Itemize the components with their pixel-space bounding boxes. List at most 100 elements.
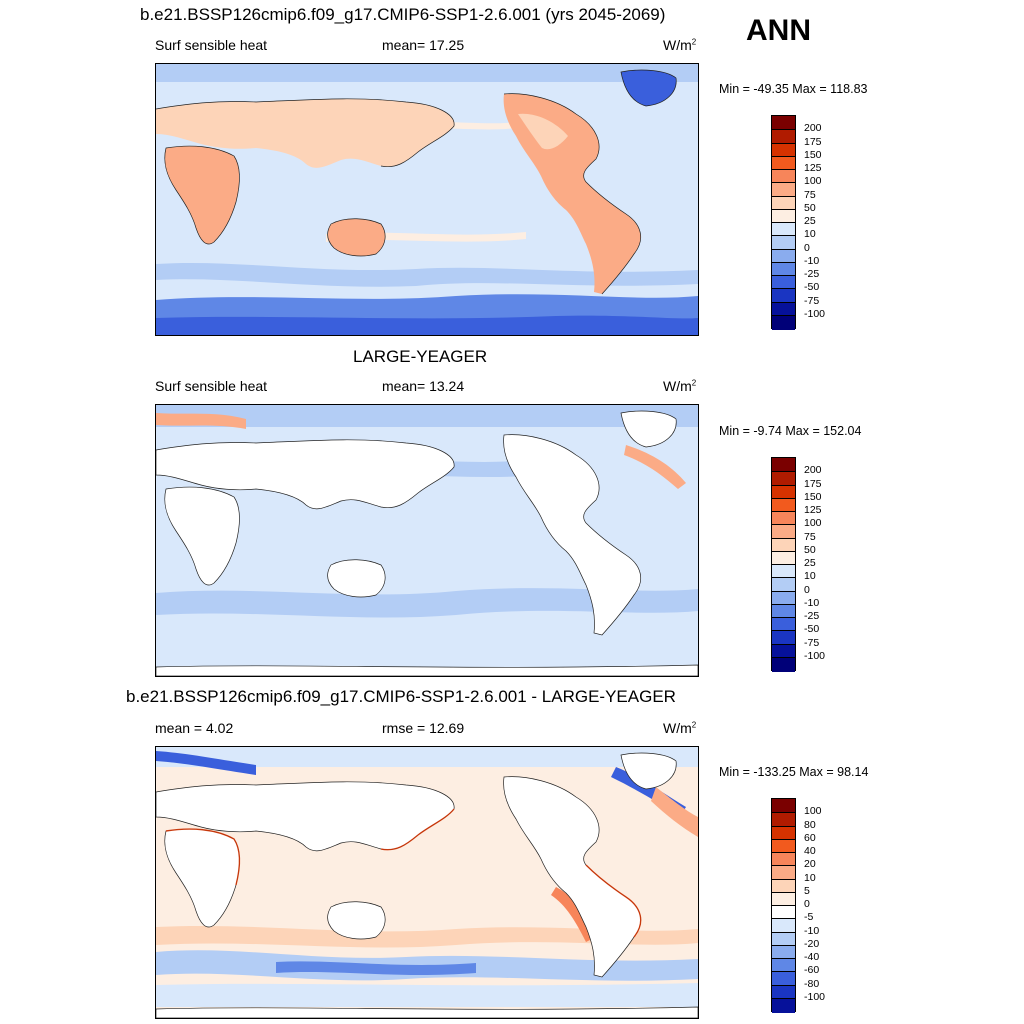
colorbar-tick-label: 0 xyxy=(804,898,810,910)
colorbar-tick-label: 50 xyxy=(804,201,816,214)
colorbar-tick-label: 10 xyxy=(804,871,816,884)
colorbar-tick-label: -50 xyxy=(804,623,820,636)
panel2-map xyxy=(155,404,699,677)
colorbar-tick-label: 40 xyxy=(804,845,816,857)
colorbar-swatch xyxy=(772,497,795,513)
panel2-units: W/m2 xyxy=(663,378,697,394)
panel3-minmax: Min = -133.25 Max = 98.14 xyxy=(719,765,869,779)
colorbar-tick-label: -10 xyxy=(804,924,820,937)
colorbar-tick-label: -25 xyxy=(804,268,820,280)
colorbar-swatch xyxy=(772,944,795,960)
colorbar-swatch xyxy=(772,878,795,894)
colorbar-tick-label: 25 xyxy=(804,557,816,569)
colorbar-tick-label: -60 xyxy=(804,964,820,977)
panel3-title: b.e21.BSSP126cmip6.f09_g17.CMIP6-SSP1-2.… xyxy=(126,687,676,706)
colorbar-swatch xyxy=(772,484,795,500)
colorbar-swatch xyxy=(772,799,795,813)
colorbar-swatch xyxy=(772,656,795,672)
colorbar-tick-label: 10 xyxy=(804,228,816,241)
colorbar-swatch xyxy=(772,524,795,539)
colorbar-tick-label: 50 xyxy=(804,543,816,556)
colorbar-swatch xyxy=(772,301,795,317)
colorbar-tick-label: -100 xyxy=(804,307,826,320)
colorbar-swatch xyxy=(772,195,795,211)
colorbar-swatch xyxy=(772,288,795,303)
colorbar-tick-label: 0 xyxy=(804,241,810,254)
colorbar-tick-label: 175 xyxy=(804,135,822,148)
colorbar-tick-label: 0 xyxy=(804,583,810,596)
colorbar-swatch xyxy=(772,958,795,973)
colorbar-tick-label: -75 xyxy=(804,294,820,307)
colorbar-swatch xyxy=(772,129,795,144)
colorbar-tick-label: -100 xyxy=(804,649,826,662)
panel1-map xyxy=(155,63,699,336)
panel1-colorbar-box xyxy=(771,115,796,330)
colorbar-tick-label: -40 xyxy=(804,951,820,963)
colorbar-swatch xyxy=(772,458,795,472)
colorbar-swatch xyxy=(772,997,795,1013)
colorbar-swatch xyxy=(772,537,795,553)
colorbar-tick-label: 200 xyxy=(804,122,822,135)
colorbar-tick-label: 25 xyxy=(804,215,816,227)
colorbar-swatch xyxy=(772,643,795,659)
colorbar-tick-label: 75 xyxy=(804,530,816,543)
colorbar-swatch xyxy=(772,931,795,947)
colorbar-tick-label: -100 xyxy=(804,990,826,1003)
colorbar-swatch xyxy=(772,852,795,867)
colorbar-swatch xyxy=(772,577,795,592)
colorbar-tick-label: 150 xyxy=(804,148,822,161)
colorbar-swatch xyxy=(772,590,795,606)
colorbar-tick-label: -80 xyxy=(804,977,820,990)
season-label: ANN xyxy=(746,14,811,47)
colorbar-tick-label: -10 xyxy=(804,596,820,609)
colorbar-tick-label: 175 xyxy=(804,477,822,490)
colorbar-swatch xyxy=(772,564,795,579)
colorbar-tick-label: 10 xyxy=(804,570,816,583)
colorbar-swatch xyxy=(772,116,795,130)
colorbar-swatch xyxy=(772,275,795,290)
panel1-variable-label: Surf sensible heat xyxy=(155,37,268,53)
colorbar-tick-label: 80 xyxy=(804,818,816,831)
panel1-colorbar: 200 175 150 125 100 75 50 25 10 0 -10 -25 -50 -75 -100 xyxy=(771,115,831,330)
colorbar-tick-label: -5 xyxy=(804,911,814,924)
colorbar-swatch xyxy=(772,918,795,933)
colorbar-swatch xyxy=(772,314,795,330)
panel1-units: W/m2 xyxy=(663,37,697,53)
colorbar-swatch xyxy=(772,984,795,1000)
colorbar-swatch xyxy=(772,905,795,920)
colorbar-swatch xyxy=(772,812,795,827)
panel2-title: LARGE-YEAGER xyxy=(353,347,488,366)
colorbar-tick-label: -20 xyxy=(804,937,820,950)
colorbar-tick-label: -10 xyxy=(804,254,820,267)
colorbar-swatch xyxy=(772,471,795,486)
colorbar-tick-label: 60 xyxy=(804,831,816,844)
panel3-map xyxy=(155,746,699,1019)
panel2-variable-label: Surf sensible heat xyxy=(155,378,268,394)
colorbar-swatch xyxy=(772,261,795,277)
colorbar-swatch xyxy=(772,971,795,986)
colorbar-tick-label: 100 xyxy=(804,805,822,818)
colorbar-swatch xyxy=(772,155,795,171)
colorbar-swatch xyxy=(772,891,795,907)
colorbar-swatch xyxy=(772,630,795,645)
panel2-colorbar: 200 175 150 125 100 75 50 25 10 0 -10 -25 -50 -75 -100 xyxy=(771,457,831,672)
colorbar-tick-label: 150 xyxy=(804,490,822,503)
panel1-mean-label: mean= 17.25 xyxy=(382,37,465,53)
colorbar-swatch xyxy=(772,208,795,224)
colorbar-swatch xyxy=(772,235,795,250)
colorbar-tick-label: 100 xyxy=(804,517,822,530)
panel3-colorbar-box xyxy=(771,798,796,1013)
colorbar-swatch xyxy=(772,142,795,158)
colorbar-swatch xyxy=(772,182,795,197)
colorbar-tick-label: -25 xyxy=(804,610,820,622)
colorbar-swatch xyxy=(772,603,795,619)
colorbar-swatch xyxy=(772,617,795,632)
panel3-rmse-label: rmse = 12.69 xyxy=(382,720,465,736)
colorbar-swatch xyxy=(772,169,795,184)
colorbar-swatch xyxy=(772,550,795,566)
colorbar-tick-label: 125 xyxy=(804,504,822,516)
panel1-title: b.e21.BSSP126cmip6.f09_g17.CMIP6-SSP1-2.… xyxy=(140,5,666,24)
colorbar-swatch xyxy=(772,838,795,854)
panel2-colorbar-box xyxy=(771,457,796,672)
panel2-minmax: Min = -9.74 Max = 152.04 xyxy=(719,424,862,438)
